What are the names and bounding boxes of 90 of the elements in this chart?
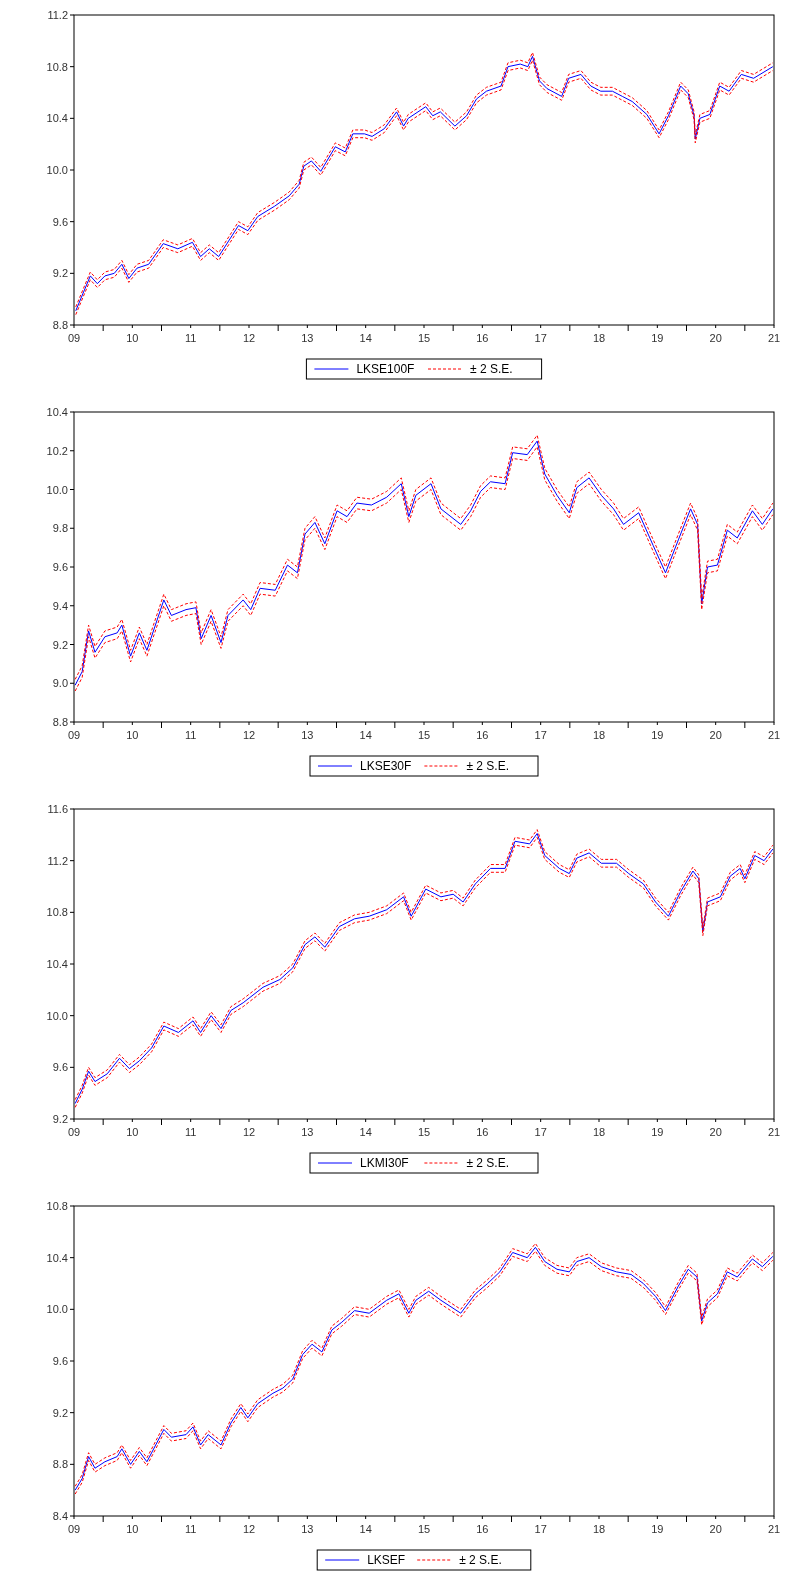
y-tick-label: 10.8 — [46, 60, 68, 73]
x-tick-label: 19 — [651, 1523, 664, 1535]
legend-label: LKSE30F — [360, 759, 412, 773]
y-tick-label: 10.8 — [46, 1200, 68, 1212]
x-tick-label: 09 — [67, 729, 81, 741]
x-tick-label: 13 — [301, 729, 314, 741]
x-tick-label: 17 — [534, 729, 547, 741]
x-tick-label: 10 — [126, 1523, 139, 1535]
x-tick-label: 19 — [651, 332, 664, 344]
x-tick-label: 17 — [534, 332, 547, 344]
x-tick-label: 21 — [767, 332, 781, 344]
x-tick-label: 11 — [184, 729, 197, 741]
x-tick-label: 15 — [417, 1523, 431, 1535]
y-tick-label: 9.2 — [52, 267, 68, 280]
legend-label: ± 2 S.E. — [470, 362, 513, 376]
y-tick-label: 8.8 — [52, 1458, 68, 1471]
x-tick-label: 19 — [651, 1126, 664, 1138]
x-tick-label: 16 — [476, 332, 489, 344]
y-tick-label: 10.4 — [46, 112, 68, 125]
x-tick-label: 14 — [359, 332, 372, 344]
x-tick-label: 12 — [242, 729, 256, 741]
y-tick-label: 8.8 — [52, 319, 68, 331]
x-tick-label: 20 — [709, 1126, 722, 1138]
y-tick-label: 9.8 — [52, 522, 68, 535]
y-tick-label: 9.6 — [52, 1355, 68, 1367]
y-tick-label: 10.4 — [46, 958, 68, 970]
x-tick-label: 10 — [126, 332, 139, 344]
x-tick-label: 19 — [651, 729, 664, 741]
x-tick-label: 13 — [301, 332, 314, 344]
y-tick-label: 10.0 — [46, 1009, 68, 1022]
y-tick-label: 9.2 — [52, 1113, 68, 1125]
y-tick-label: 9.2 — [52, 638, 68, 651]
legend-label: LKMI30F — [360, 1156, 409, 1170]
x-tick-label: 16 — [476, 1523, 489, 1535]
x-tick-label: 21 — [767, 1523, 781, 1535]
y-tick-label: 9.6 — [52, 1061, 68, 1074]
x-tick-label: 12 — [242, 1523, 256, 1535]
x-tick-label: 13 — [301, 1126, 314, 1138]
x-tick-label: 13 — [301, 1523, 314, 1535]
y-tick-label: 10.8 — [46, 906, 68, 919]
x-tick-label: 11 — [184, 1126, 197, 1138]
x-tick-label: 14 — [359, 1126, 372, 1138]
x-tick-label: 11 — [184, 332, 197, 344]
x-tick-label: 14 — [359, 1523, 372, 1535]
y-tick-label: 8.8 — [52, 716, 68, 728]
legend-label: ± 2 S.E. — [466, 759, 510, 773]
x-tick-label: 10 — [126, 729, 139, 741]
y-tick-label: 10.2 — [46, 444, 68, 457]
y-tick-label: 10.4 — [46, 1251, 68, 1264]
x-tick-label: 11 — [184, 1523, 197, 1535]
x-tick-label: 16 — [476, 1126, 489, 1138]
x-tick-label: 20 — [709, 1523, 722, 1535]
legend-label: ± 2 S.E. — [466, 1156, 510, 1170]
y-tick-label: 9.0 — [52, 677, 68, 690]
x-tick-label: 10 — [126, 1126, 139, 1138]
y-tick-label: 9.4 — [52, 599, 68, 612]
y-tick-label: 11.2 — [47, 854, 68, 867]
x-tick-label: 18 — [592, 1126, 606, 1138]
y-tick-label: 11.6 — [47, 803, 68, 815]
x-tick-label: 15 — [417, 729, 431, 741]
y-tick-label: 9.6 — [52, 215, 68, 228]
legend-label: ± 2 S.E. — [459, 1553, 502, 1567]
y-tick-label: 10.0 — [46, 164, 68, 176]
x-tick-label: 14 — [359, 729, 372, 741]
x-tick-label: 09 — [67, 1523, 81, 1535]
x-tick-label: 18 — [592, 332, 606, 344]
x-tick-label: 16 — [476, 729, 489, 741]
y-tick-label: 9.2 — [52, 1406, 68, 1419]
y-tick-label: 10.0 — [46, 483, 68, 496]
x-tick-label: 21 — [767, 1126, 781, 1138]
y-tick-label: 10.0 — [46, 1303, 68, 1316]
legend-label: LKSEF — [367, 1553, 406, 1567]
y-tick-label: 10.4 — [46, 406, 68, 418]
x-tick-label: 20 — [709, 729, 722, 741]
x-tick-label: 17 — [534, 1523, 547, 1535]
x-tick-label: 15 — [417, 1126, 431, 1138]
x-tick-label: 09 — [67, 332, 81, 344]
legend-label: LKSE100F — [356, 362, 415, 376]
x-tick-label: 20 — [709, 332, 722, 344]
x-tick-label: 09 — [67, 1126, 81, 1138]
y-tick-label: 9.6 — [52, 561, 68, 573]
x-tick-label: 12 — [242, 1126, 256, 1138]
x-tick-label: 18 — [592, 1523, 606, 1535]
x-tick-label: 12 — [242, 332, 256, 344]
y-tick-label: 11.2 — [47, 9, 68, 21]
x-tick-label: 15 — [417, 332, 431, 344]
x-tick-label: 21 — [767, 729, 781, 741]
x-tick-label: 18 — [592, 729, 606, 741]
y-tick-label: 8.4 — [52, 1510, 68, 1522]
x-tick-label: 17 — [534, 1126, 547, 1138]
